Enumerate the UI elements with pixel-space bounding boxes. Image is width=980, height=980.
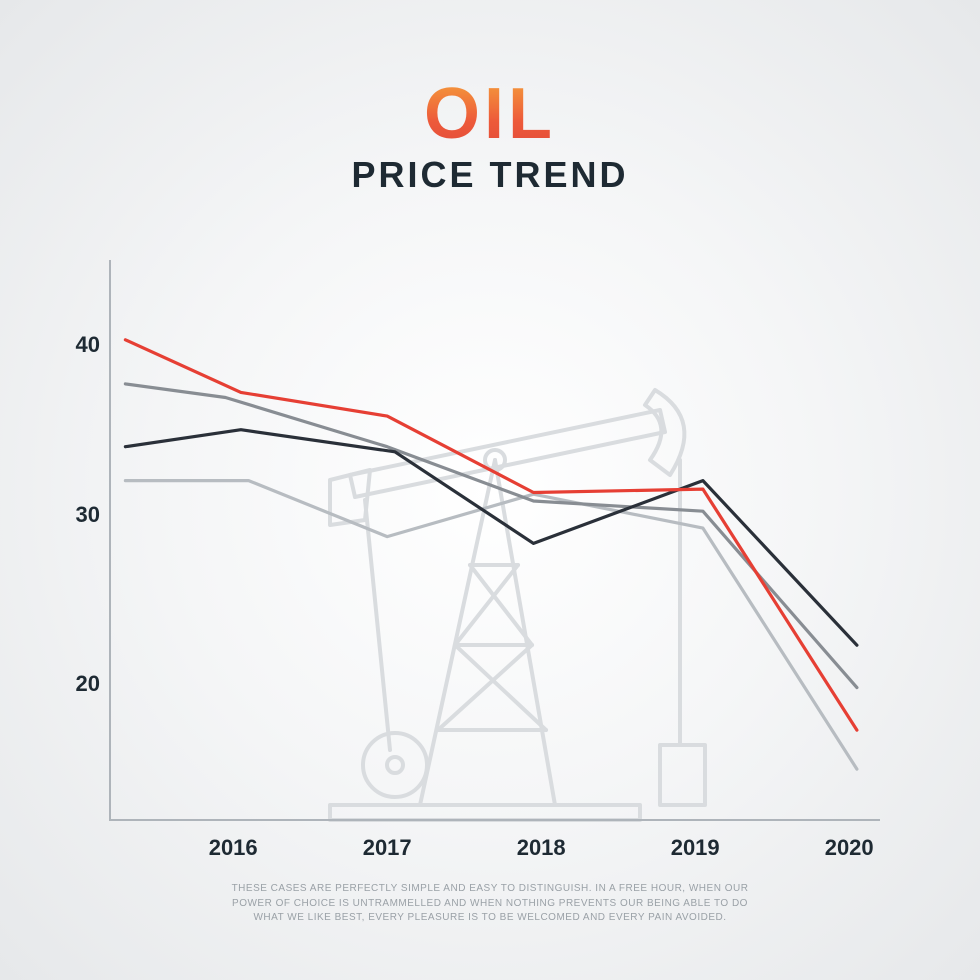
x-tick-label: 2018 xyxy=(517,835,566,861)
chart-series-series-dark xyxy=(125,430,857,646)
x-tick-label: 2019 xyxy=(671,835,720,861)
y-tick-label: 40 xyxy=(60,332,100,358)
chart-series-series-lightgray xyxy=(125,481,857,769)
chart-header: OIL PRICE TREND xyxy=(0,0,980,196)
pumpjack-icon xyxy=(330,390,705,820)
chart-axes xyxy=(110,260,880,820)
x-tick-label: 2017 xyxy=(363,835,412,861)
chart-svg xyxy=(110,260,880,820)
chart-lines xyxy=(125,340,857,769)
chart-series-series-red xyxy=(125,340,857,730)
chart-title-sub: PRICE TREND xyxy=(0,154,980,196)
footnote-text: THESE CASES ARE PERFECTLY SIMPLE AND EAS… xyxy=(0,882,980,926)
x-tick-label: 2020 xyxy=(825,835,874,861)
chart-title-main: OIL xyxy=(0,78,980,150)
x-tick-label: 2016 xyxy=(209,835,258,861)
line-chart: 203040 20162017201820192020 xyxy=(110,260,880,820)
y-tick-label: 30 xyxy=(60,502,100,528)
y-tick-label: 20 xyxy=(60,671,100,697)
